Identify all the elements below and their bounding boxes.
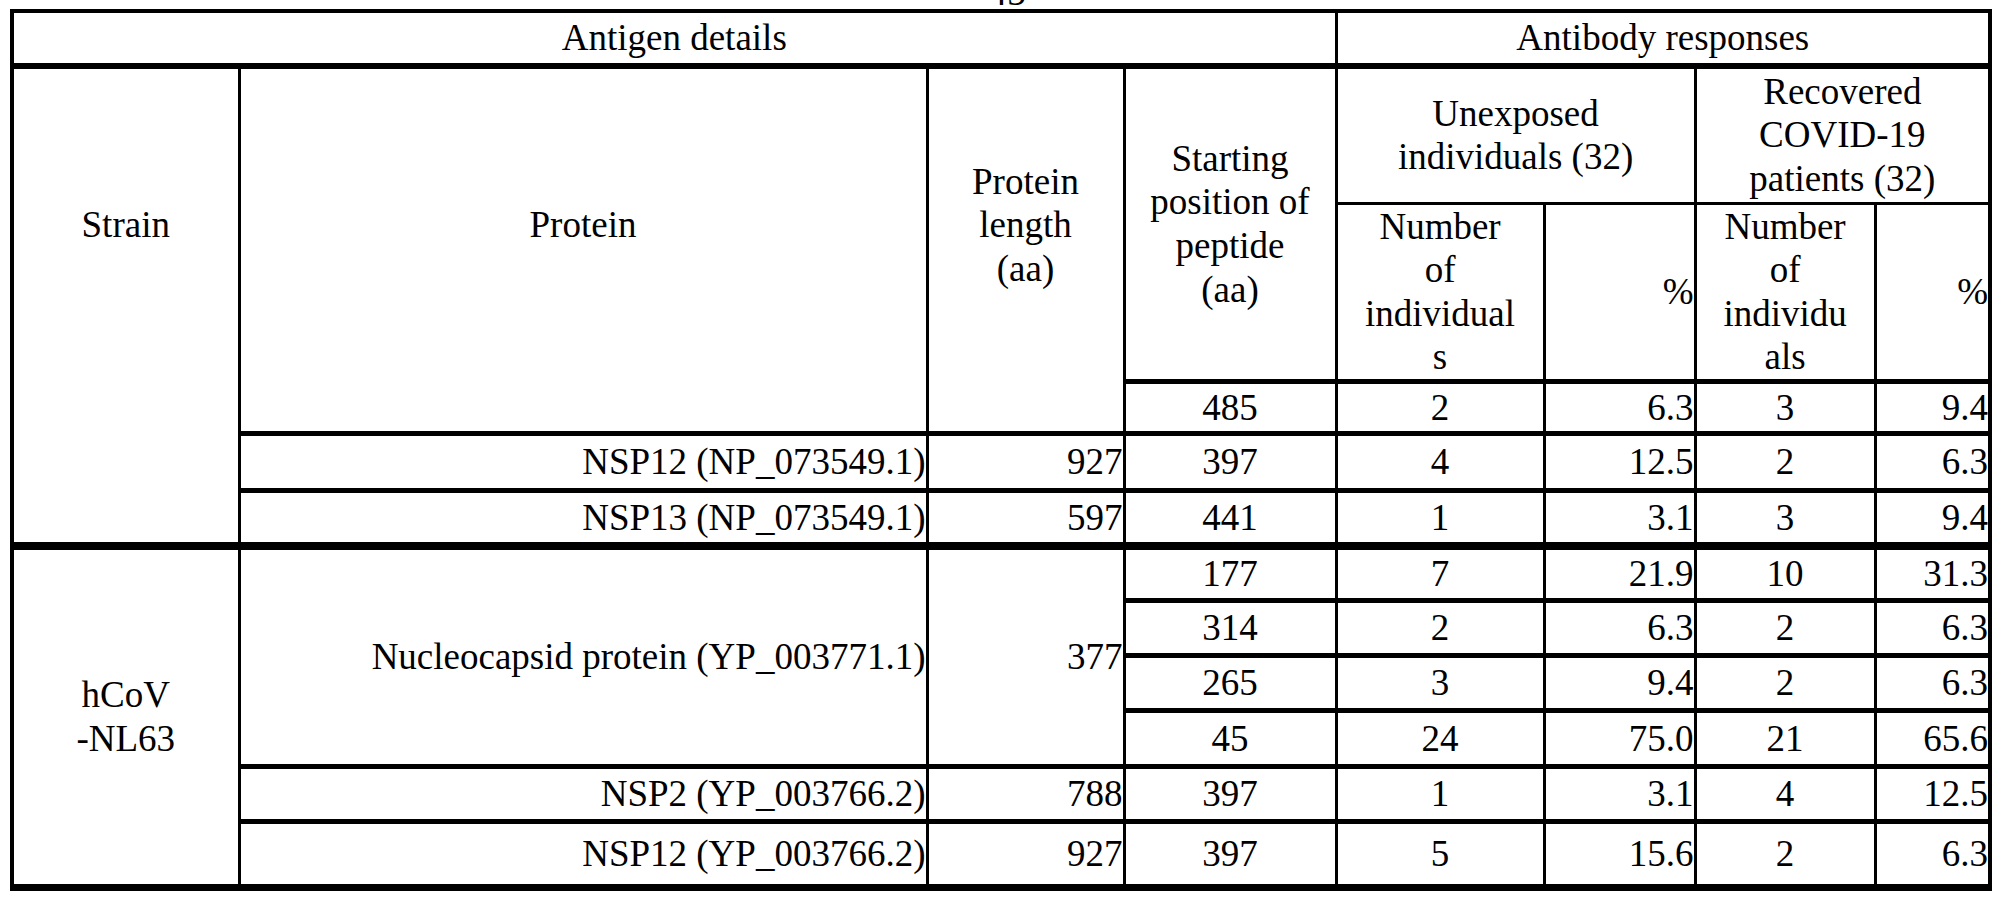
col-header-pct-recovered: % bbox=[1875, 203, 1990, 382]
cell-protein: NSP12 (NP_073549.1) bbox=[239, 434, 927, 491]
header-antibody-responses: Antibody responses bbox=[1336, 11, 1990, 66]
cell-protein: Nucleocapsid protein (YP_003771.1) bbox=[239, 546, 927, 767]
cell-count-recovered: 2 bbox=[1695, 822, 1875, 888]
cell-protein bbox=[239, 382, 927, 434]
col-header-protein-length: Protein length (aa) bbox=[927, 66, 1124, 382]
cell-count-unexposed: 2 bbox=[1336, 601, 1544, 656]
cell-count-unexposed: 4 bbox=[1336, 434, 1544, 491]
cell-strain: hCoV -NL63 bbox=[12, 546, 239, 888]
cell-count-recovered: 2 bbox=[1695, 434, 1875, 491]
cell-pct-recovered: 12.5 bbox=[1875, 767, 1990, 822]
col-header-unexposed: Unexposed individuals (32) bbox=[1336, 66, 1695, 203]
table-row: NSP13 (NP_073549.1) 597 441 1 3.1 3 9.4 bbox=[12, 491, 1990, 546]
cell-protein-length: 788 bbox=[927, 767, 1124, 822]
cell-count-unexposed: 2 bbox=[1336, 382, 1544, 434]
antibody-response-table: Antigen details Antibody responses Strai… bbox=[10, 9, 1992, 891]
group-header-row: Antigen details Antibody responses bbox=[12, 11, 1990, 66]
table-row: NSP12 (YP_003766.2) 927 397 5 15.6 2 6.3 bbox=[12, 822, 1990, 888]
cell-pct-recovered: 9.4 bbox=[1875, 382, 1990, 434]
cell-protein-length: 927 bbox=[927, 434, 1124, 491]
col-header-starting-position: Starting position of peptide (aa) bbox=[1124, 66, 1336, 382]
cell-count-recovered: 4 bbox=[1695, 767, 1875, 822]
column-header-row: Strain Protein Protein length (aa) Start… bbox=[12, 66, 1990, 203]
cell-count-recovered: 3 bbox=[1695, 382, 1875, 434]
cell-start-position: 265 bbox=[1124, 656, 1336, 711]
cell-pct-unexposed: 21.9 bbox=[1544, 546, 1695, 601]
cell-pct-recovered: 6.3 bbox=[1875, 822, 1990, 888]
cell-start-position: 397 bbox=[1124, 767, 1336, 822]
cell-strain bbox=[12, 382, 239, 546]
cell-pct-recovered: 6.3 bbox=[1875, 656, 1990, 711]
cell-pct-unexposed: 3.1 bbox=[1544, 491, 1695, 546]
cell-pct-unexposed: 12.5 bbox=[1544, 434, 1695, 491]
cell-count-recovered: 3 bbox=[1695, 491, 1875, 546]
cropped-text: 45 bbox=[988, 0, 1026, 9]
col-header-strain: Strain bbox=[12, 66, 239, 382]
cell-pct-recovered: 6.3 bbox=[1875, 601, 1990, 656]
table-row: NSP12 (NP_073549.1) 927 397 4 12.5 2 6.3 bbox=[12, 434, 1990, 491]
table-row: NSP2 (YP_003766.2) 788 397 1 3.1 4 12.5 bbox=[12, 767, 1990, 822]
col-header-pct-unexposed: % bbox=[1544, 203, 1695, 382]
cell-start-position: 397 bbox=[1124, 434, 1336, 491]
col-header-count-unexposed: Number of individual s bbox=[1336, 203, 1544, 382]
cell-protein: NSP13 (NP_073549.1) bbox=[239, 491, 927, 546]
cell-pct-unexposed: 15.6 bbox=[1544, 822, 1695, 888]
col-header-protein: Protein bbox=[239, 66, 927, 382]
cell-count-recovered: 21 bbox=[1695, 711, 1875, 767]
cell-protein-length: 597 bbox=[927, 491, 1124, 546]
col-header-count-recovered: Number of individu als bbox=[1695, 203, 1875, 382]
cell-count-unexposed: 24 bbox=[1336, 711, 1544, 767]
cell-pct-recovered: 31.3 bbox=[1875, 546, 1990, 601]
cell-pct-recovered: 6.3 bbox=[1875, 434, 1990, 491]
cell-protein: NSP12 (YP_003766.2) bbox=[239, 822, 927, 888]
cell-pct-unexposed: 75.0 bbox=[1544, 711, 1695, 767]
cell-protein-length: 377 bbox=[927, 546, 1124, 767]
cell-count-unexposed: 7 bbox=[1336, 546, 1544, 601]
cell-count-unexposed: 1 bbox=[1336, 491, 1544, 546]
cell-count-recovered: 2 bbox=[1695, 656, 1875, 711]
cropped-text-fragment: 45 bbox=[985, 0, 1055, 9]
cell-pct-unexposed: 3.1 bbox=[1544, 767, 1695, 822]
cell-start-position: 397 bbox=[1124, 822, 1336, 888]
cell-start-position: 45 bbox=[1124, 711, 1336, 767]
cell-pct-unexposed: 9.4 bbox=[1544, 656, 1695, 711]
cell-start-position: 177 bbox=[1124, 546, 1336, 601]
cell-count-unexposed: 3 bbox=[1336, 656, 1544, 711]
cell-pct-unexposed: 6.3 bbox=[1544, 601, 1695, 656]
cell-pct-recovered: 65.6 bbox=[1875, 711, 1990, 767]
table-row: hCoV -NL63 Nucleocapsid protein (YP_0037… bbox=[12, 546, 1990, 601]
col-header-recovered: Recovered COVID-19 patients (32) bbox=[1695, 66, 1990, 203]
cell-pct-recovered: 9.4 bbox=[1875, 491, 1990, 546]
cell-protein-length bbox=[927, 382, 1124, 434]
cell-protein-length: 927 bbox=[927, 822, 1124, 888]
cell-pct-unexposed: 6.3 bbox=[1544, 382, 1695, 434]
cell-count-recovered: 2 bbox=[1695, 601, 1875, 656]
cell-protein: NSP2 (YP_003766.2) bbox=[239, 767, 927, 822]
cell-count-unexposed: 1 bbox=[1336, 767, 1544, 822]
header-antigen-details: Antigen details bbox=[12, 11, 1336, 66]
cell-start-position: 314 bbox=[1124, 601, 1336, 656]
cell-start-position: 485 bbox=[1124, 382, 1336, 434]
cell-count-recovered: 10 bbox=[1695, 546, 1875, 601]
table-row: 485 2 6.3 3 9.4 bbox=[12, 382, 1990, 434]
cell-count-unexposed: 5 bbox=[1336, 822, 1544, 888]
page: { "page": { "cropped_fragment": "45" }, … bbox=[0, 0, 1996, 899]
cell-start-position: 441 bbox=[1124, 491, 1336, 546]
